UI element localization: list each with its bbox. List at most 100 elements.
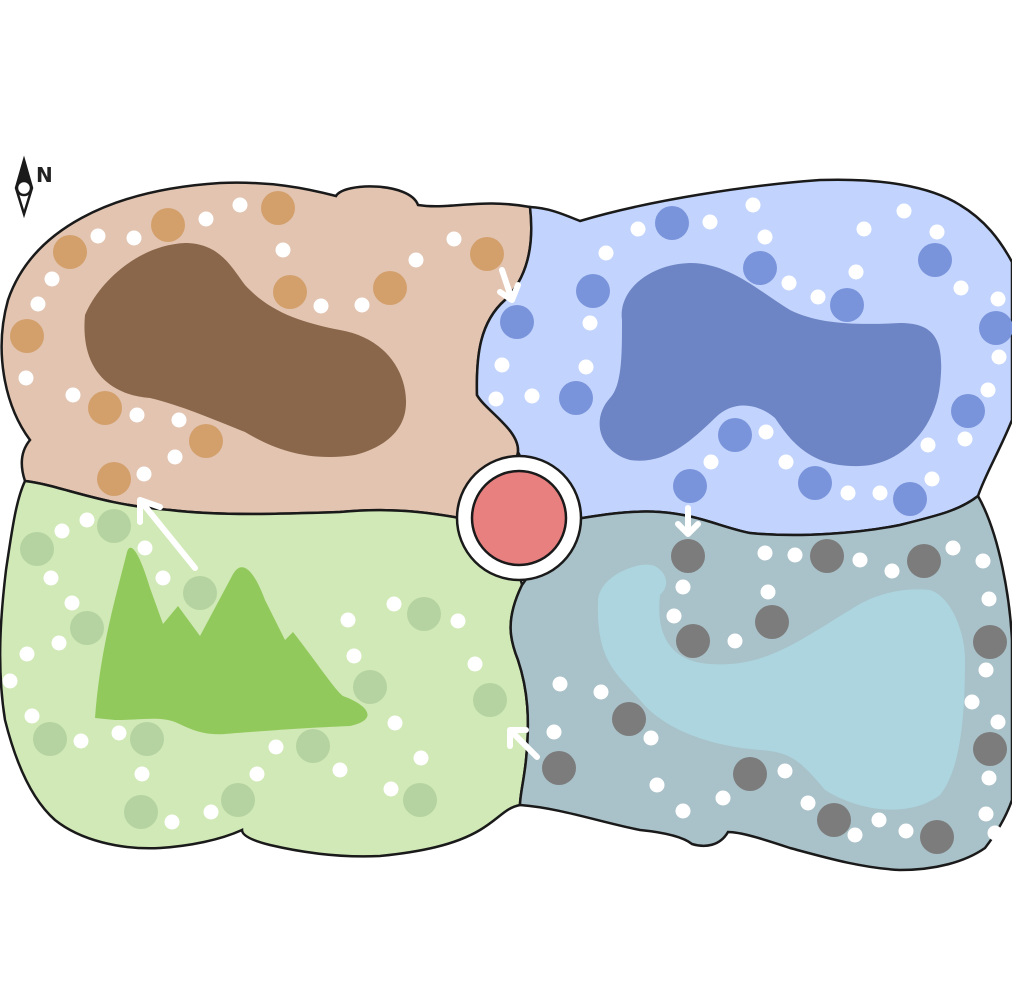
path-spot[interactable] — [578, 359, 594, 375]
path-spot[interactable] — [268, 739, 284, 755]
token-space[interactable] — [830, 288, 864, 322]
token-space[interactable] — [53, 235, 87, 269]
path-spot[interactable] — [643, 730, 659, 746]
path-spot[interactable] — [582, 315, 598, 331]
token-space[interactable] — [907, 544, 941, 578]
path-spot[interactable] — [760, 584, 776, 600]
path-spot[interactable] — [64, 595, 80, 611]
path-spot[interactable] — [198, 211, 214, 227]
token-space[interactable] — [951, 394, 985, 428]
path-spot[interactable] — [134, 766, 150, 782]
path-spot[interactable] — [546, 724, 562, 740]
path-spot[interactable] — [136, 466, 152, 482]
path-spot[interactable] — [90, 228, 106, 244]
path-spot[interactable] — [332, 762, 348, 778]
token-space[interactable] — [918, 243, 952, 277]
token-space[interactable] — [612, 702, 646, 736]
path-spot[interactable] — [975, 553, 991, 569]
token-space[interactable] — [733, 757, 767, 791]
center-target[interactable] — [470, 469, 568, 567]
path-spot[interactable] — [167, 449, 183, 465]
token-space[interactable] — [97, 462, 131, 496]
path-spot[interactable] — [450, 613, 466, 629]
path-spot[interactable] — [494, 357, 510, 373]
path-spot[interactable] — [800, 795, 816, 811]
path-spot[interactable] — [383, 781, 399, 797]
path-spot[interactable] — [757, 545, 773, 561]
path-spot[interactable] — [155, 570, 171, 586]
path-spot[interactable] — [990, 291, 1006, 307]
path-spot[interactable] — [810, 289, 826, 305]
token-space[interactable] — [655, 206, 689, 240]
path-spot[interactable] — [446, 231, 462, 247]
path-spot[interactable] — [51, 635, 67, 651]
path-spot[interactable] — [73, 733, 89, 749]
token-space[interactable] — [403, 783, 437, 817]
path-spot[interactable] — [745, 197, 761, 213]
path-spot[interactable] — [758, 424, 774, 440]
path-spot[interactable] — [964, 694, 980, 710]
path-spot[interactable] — [981, 770, 997, 786]
path-spot[interactable] — [924, 471, 940, 487]
path-spot[interactable] — [840, 485, 856, 501]
token-space[interactable] — [130, 722, 164, 756]
path-spot[interactable] — [929, 224, 945, 240]
path-spot[interactable] — [703, 454, 719, 470]
path-spot[interactable] — [340, 612, 356, 628]
path-spot[interactable] — [848, 264, 864, 280]
path-spot[interactable] — [524, 388, 540, 404]
token-space[interactable] — [273, 275, 307, 309]
path-spot[interactable] — [203, 804, 219, 820]
token-space[interactable] — [353, 670, 387, 704]
path-spot[interactable] — [847, 827, 863, 843]
token-space[interactable] — [10, 319, 44, 353]
token-space[interactable] — [718, 418, 752, 452]
token-space[interactable] — [373, 271, 407, 305]
path-spot[interactable] — [781, 275, 797, 291]
path-spot[interactable] — [129, 407, 145, 423]
token-space[interactable] — [473, 683, 507, 717]
path-spot[interactable] — [408, 252, 424, 268]
path-spot[interactable] — [467, 656, 483, 672]
path-spot[interactable] — [777, 763, 793, 779]
token-space[interactable] — [973, 732, 1007, 766]
token-space[interactable] — [798, 466, 832, 500]
path-spot[interactable] — [43, 570, 59, 586]
token-space[interactable] — [70, 611, 104, 645]
path-spot[interactable] — [981, 591, 997, 607]
token-space[interactable] — [920, 820, 954, 854]
path-spot[interactable] — [896, 203, 912, 219]
path-spot[interactable] — [872, 485, 888, 501]
path-spot[interactable] — [727, 633, 743, 649]
token-space[interactable] — [676, 624, 710, 658]
token-space[interactable] — [296, 729, 330, 763]
path-spot[interactable] — [552, 676, 568, 692]
path-spot[interactable] — [852, 552, 868, 568]
path-spot[interactable] — [649, 777, 665, 793]
path-spot[interactable] — [54, 523, 70, 539]
path-spot[interactable] — [978, 662, 994, 678]
path-spot[interactable] — [413, 750, 429, 766]
path-spot[interactable] — [44, 271, 60, 287]
path-spot[interactable] — [945, 540, 961, 556]
path-spot[interactable] — [630, 221, 646, 237]
path-spot[interactable] — [666, 608, 682, 624]
token-space[interactable] — [893, 482, 927, 516]
token-space[interactable] — [407, 597, 441, 631]
path-spot[interactable] — [18, 370, 34, 386]
path-spot[interactable] — [871, 812, 887, 828]
token-space[interactable] — [973, 625, 1007, 659]
path-spot[interactable] — [856, 221, 872, 237]
path-spot[interactable] — [346, 648, 362, 664]
path-spot[interactable] — [313, 298, 329, 314]
token-space[interactable] — [576, 274, 610, 308]
path-spot[interactable] — [137, 540, 153, 556]
path-spot[interactable] — [990, 714, 1006, 730]
path-spot[interactable] — [126, 230, 142, 246]
token-space[interactable] — [221, 783, 255, 817]
path-spot[interactable] — [675, 803, 691, 819]
token-space[interactable] — [673, 469, 707, 503]
path-spot[interactable] — [980, 382, 996, 398]
token-space[interactable] — [88, 391, 122, 425]
path-spot[interactable] — [354, 297, 370, 313]
